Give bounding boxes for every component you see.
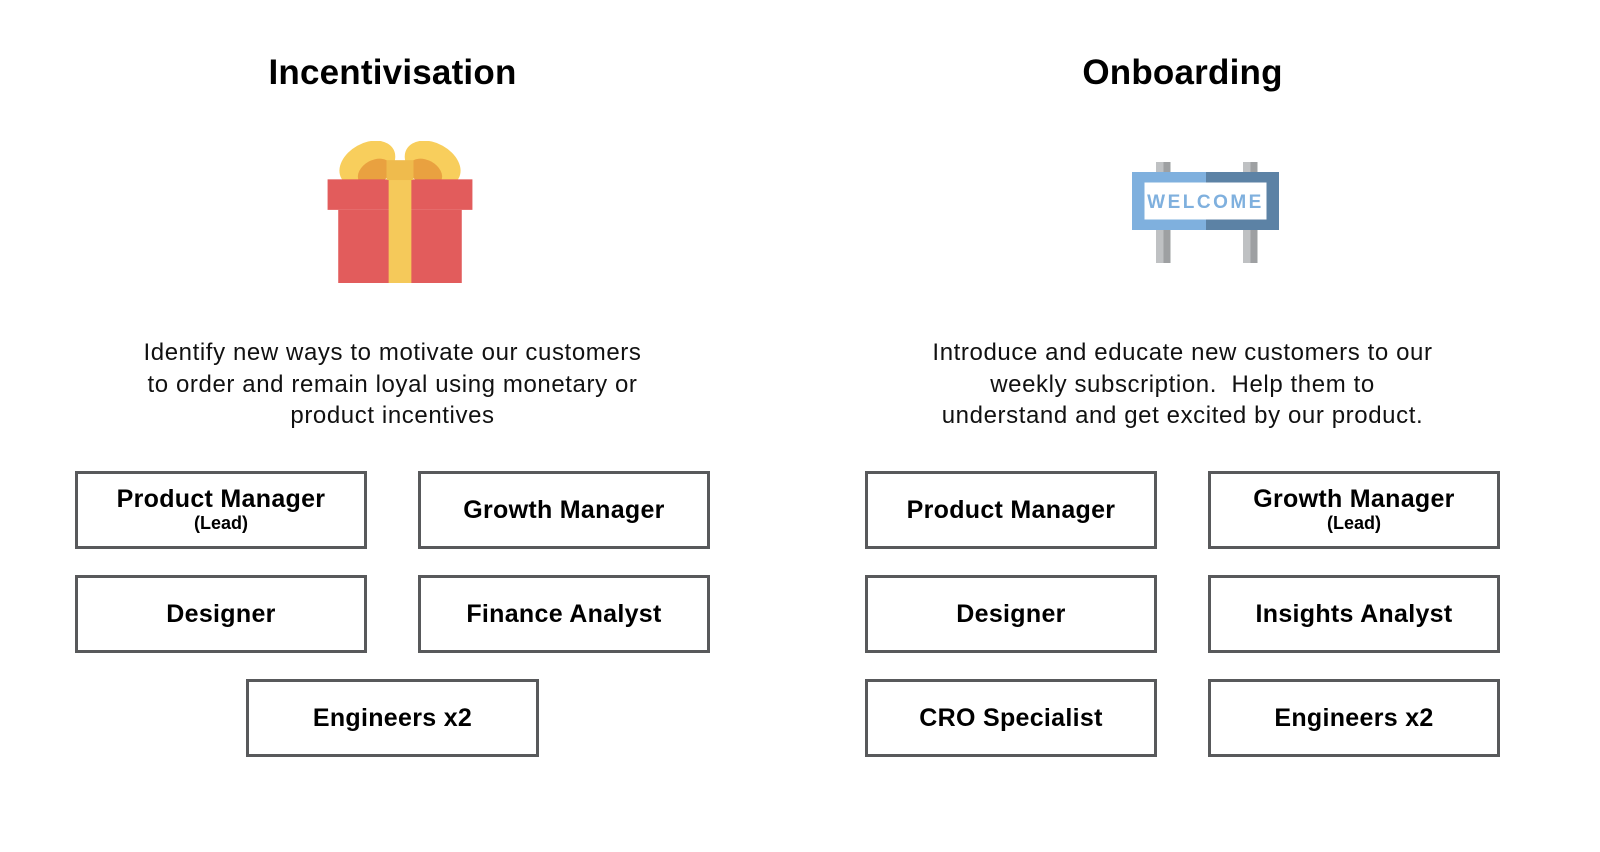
role-box-designer: Designer — [865, 574, 1157, 653]
role-box-product-manager: Product Manager — [865, 470, 1157, 549]
column-onboarding: Onboarding WELCOME Introduce and educate… — [865, 0, 1500, 757]
role-sub-label: (Lead) — [1327, 513, 1381, 533]
role-sub-label: (Lead) — [194, 513, 248, 533]
role-label: Engineers x2 — [1274, 703, 1434, 732]
gift-ribbon — [388, 179, 411, 283]
role-label: CRO Specialist — [919, 703, 1103, 732]
role-label: Growth Manager — [463, 495, 665, 524]
role-label: Product Manager — [116, 485, 326, 513]
gift-icon — [327, 141, 472, 283]
description-line: to order and remain loyal using monetary… — [147, 370, 638, 398]
incentivisation-title: Incentivisation — [268, 53, 517, 92]
role-label: Designer — [956, 599, 1066, 628]
gift-bow-left-inner — [357, 158, 391, 186]
role-label: Insights Analyst — [1255, 599, 1453, 628]
description-line: understand and get excited by our produc… — [941, 402, 1424, 429]
role-box-engineers-x2: Engineers x2 — [1208, 678, 1500, 757]
role-label: Engineers x2 — [312, 703, 473, 732]
description-line: Identify new ways to motivate our custom… — [143, 339, 642, 366]
gift-bow-knot — [386, 160, 413, 181]
role-box-engineers-x2: Engineers x2 — [246, 678, 539, 757]
welcome-text: WELCOME — [1147, 192, 1264, 213]
welcome-sign-icon: WELCOME — [1132, 161, 1279, 263]
role-box-cro-specialist: CRO Specialist — [865, 678, 1157, 757]
role-box-designer: Designer — [75, 574, 367, 653]
incentivisation-description: Identify new ways to motivate our custom… — [144, 337, 642, 432]
role-label: Designer — [166, 599, 276, 628]
description-line: weekly subscription. Help them to — [990, 370, 1375, 398]
onboarding-icon-area: WELCOME — [1086, 94, 1279, 330]
column-incentivisation: Incentivisation Identify new ways to mot… — [75, 0, 710, 757]
onboarding-role-grid: Product Manager Growth Manager (Lead) De… — [865, 470, 1500, 757]
description-line: product incentives — [290, 402, 495, 429]
onboarding-description: Introduce and educate new customers to o… — [932, 337, 1432, 432]
role-label: Product Manager — [906, 495, 1116, 524]
incentivisation-role-grid: Product Manager (Lead) Growth Manager De… — [75, 470, 710, 757]
role-label: Finance Analyst — [466, 599, 662, 628]
sign-inner-panel — [1144, 182, 1267, 219]
onboarding-title: Onboarding — [1082, 53, 1283, 92]
gift-bow-right-inner — [408, 158, 442, 186]
role-box-finance-analyst: Finance Analyst — [418, 574, 710, 653]
role-label: Growth Manager — [1253, 485, 1455, 513]
role-box-growth-manager-lead: Growth Manager (Lead) — [1208, 470, 1500, 549]
role-box-insights-analyst: Insights Analyst — [1208, 574, 1500, 653]
incentivisation-icon-area — [312, 94, 474, 330]
role-box-product-manager-lead: Product Manager (Lead) — [75, 470, 367, 549]
role-box-growth-manager: Growth Manager — [418, 470, 710, 549]
description-line: Introduce and educate new customers to o… — [932, 339, 1433, 366]
